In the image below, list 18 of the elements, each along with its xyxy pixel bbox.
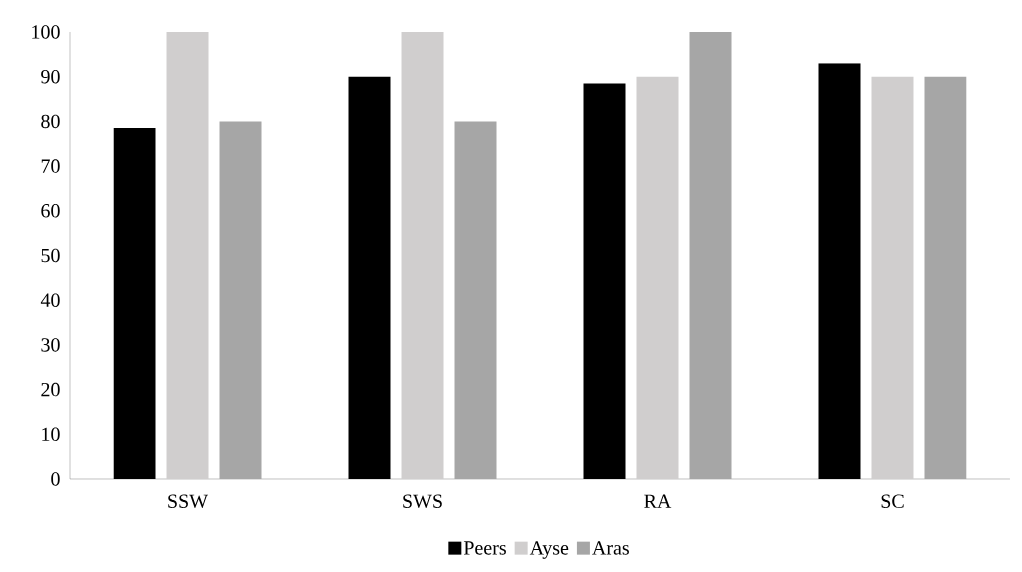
y-tick-label: 90 (41, 69, 60, 84)
y-tick-label: 30 (41, 338, 60, 352)
x-tick-label: RA (644, 494, 672, 508)
legend-label: Aras (592, 541, 629, 555)
y-tick-label: 80 (41, 114, 60, 129)
y-tick-label: 40 (40, 293, 60, 307)
y-tick-label: 100 (32, 25, 60, 39)
y-tick-label: 60 (41, 204, 60, 218)
x-tick-label: SC (881, 494, 904, 508)
x-tick-label: SSW (168, 494, 209, 509)
y-tick-label: 0 (51, 472, 60, 486)
y-tick-label: 10 (42, 427, 60, 442)
legend-label: Peers (463, 541, 506, 555)
legend-label: Ayse (529, 541, 569, 559)
y-tick-label: 70 (41, 159, 60, 173)
y-tick-label: 50 (41, 248, 60, 263)
x-tick-label: SWS (403, 494, 442, 509)
y-tick-label: 20 (41, 382, 60, 397)
